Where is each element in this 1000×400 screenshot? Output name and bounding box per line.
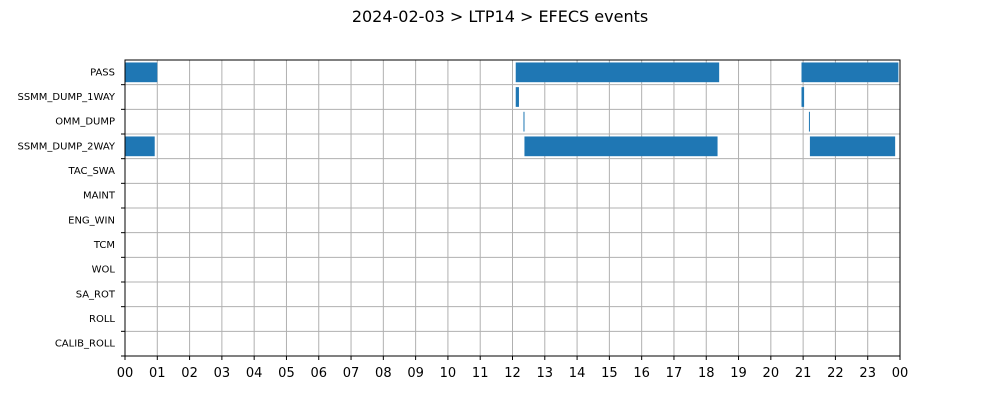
y-tick-label: WOL: [92, 265, 116, 276]
event-bar-ssmm-dump-2way: [125, 136, 155, 157]
x-tick-label: 08: [375, 366, 392, 381]
event-bar-ssmm-dump-1way: [515, 87, 519, 107]
event-bar-pass: [125, 62, 158, 83]
x-tick-label: 13: [537, 366, 554, 381]
y-tick-label: SSMM_DUMP_2WAY: [17, 141, 115, 152]
x-tick-label: 16: [633, 366, 650, 381]
x-tick-label: 15: [601, 366, 618, 381]
grid-layer: [124, 59, 901, 357]
y-tick-label: CALIB_ROLL: [55, 339, 116, 350]
event-bar-ssmm-dump-2way: [524, 136, 718, 157]
x-tick-label: 11: [472, 366, 489, 381]
y-tick-label: TAC_SWA: [67, 166, 115, 177]
event-bar-ssmm-dump-1way: [801, 87, 805, 107]
axis-layer: PASS SSMM_DUMP_1WAY OMM_DUMP SSMM_DUMP_2WAY…: [17, 59, 909, 381]
x-tick-label: 07: [343, 366, 360, 381]
x-tick-label: 04: [246, 366, 263, 381]
event-bar-pass: [515, 62, 720, 83]
x-tick-label: 01: [149, 366, 166, 381]
y-tick-label: SSMM_DUMP_1WAY: [17, 92, 115, 103]
chart-title: 2024-02-03 > LTP14 > EFECS events: [352, 7, 648, 26]
y-tick-label: PASS: [90, 67, 115, 78]
x-tick-label: 12: [504, 366, 521, 381]
x-tick-label: 10: [440, 366, 457, 381]
y-tick-label: SA_ROT: [76, 289, 116, 300]
y-tick-label: OMM_DUMP: [55, 117, 115, 128]
event-bar-omm-dump: [808, 111, 810, 132]
x-tick-label: 00: [892, 366, 909, 381]
x-tick-label: 21: [795, 366, 812, 381]
x-tick-label: 17: [666, 366, 683, 381]
x-tick-label: 03: [214, 366, 231, 381]
event-bar-pass: [801, 62, 899, 83]
bar-layer: [125, 62, 899, 157]
x-tick-label: 09: [407, 366, 424, 381]
x-tick-label: 06: [310, 366, 327, 381]
x-tick-label: 20: [763, 366, 780, 381]
y-tick-label: ENG_WIN: [68, 215, 115, 226]
x-tick-label: 00: [117, 366, 134, 381]
x-tick-label: 22: [827, 366, 844, 381]
event-bar-omm-dump: [523, 111, 525, 132]
x-tick-label: 02: [181, 366, 198, 381]
x-tick-label: 23: [859, 366, 876, 381]
event-bar-ssmm-dump-2way: [809, 136, 896, 157]
y-tick-label: MAINT: [83, 191, 116, 202]
x-tick-label: 18: [698, 366, 715, 381]
x-tick-label: 19: [730, 366, 747, 381]
y-tick-label: ROLL: [89, 314, 115, 325]
x-tick-label: 05: [278, 366, 295, 381]
x-tick-label: 14: [569, 366, 586, 381]
y-tick-label: TCM: [93, 240, 115, 251]
